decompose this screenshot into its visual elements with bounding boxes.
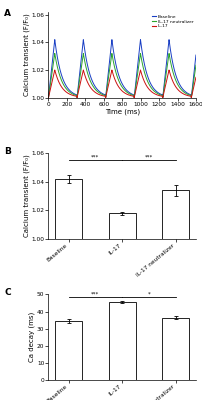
IL-17: [74, 94, 77, 98]
Baseline: [168, 43, 171, 48]
IL-17 neutralizer: [168, 55, 171, 60]
Text: A: A: [4, 8, 11, 18]
Line: Baseline: Baseline: [48, 40, 196, 98]
IL-17 neutralizer: [136, 76, 138, 81]
Bar: [162, 318, 189, 380]
Baseline: [74, 92, 77, 97]
Line: IL-17: IL-17: [48, 70, 196, 98]
Baseline: [104, 92, 106, 97]
Bar: [55, 321, 82, 380]
IL-17: [47, 95, 50, 100]
Legend: Baseline, IL-17 neutralizer, IL-17: Baseline, IL-17 neutralizer, IL-17: [152, 14, 194, 29]
Y-axis label: Calcium transient (F/F₀): Calcium transient (F/F₀): [23, 14, 30, 96]
Bar: [109, 302, 136, 380]
Bar: [162, 190, 189, 239]
IL-17 neutralizer: [74, 93, 77, 98]
Text: ***: ***: [91, 292, 100, 296]
Text: ***: ***: [91, 155, 100, 160]
Text: C: C: [4, 288, 11, 298]
Y-axis label: Ca decay (ms): Ca decay (ms): [29, 312, 35, 362]
Y-axis label: Calcium transient (F/F₀): Calcium transient (F/F₀): [23, 155, 30, 237]
IL-17 neutralizer: [54, 51, 56, 56]
Bar: [55, 179, 82, 239]
IL-17: [168, 70, 171, 75]
Baseline: [136, 70, 138, 74]
Baseline: [195, 53, 197, 58]
IL-17 neutralizer: [157, 92, 160, 96]
IL-17: [54, 68, 56, 72]
Baseline: [157, 90, 160, 95]
IL-17 neutralizer: [104, 93, 106, 98]
Baseline: [54, 37, 56, 42]
Line: IL-17 neutralizer: IL-17 neutralizer: [48, 54, 196, 98]
IL-17: [195, 75, 197, 80]
Text: *: *: [148, 292, 150, 296]
Bar: [109, 213, 136, 239]
Baseline: [143, 62, 146, 66]
IL-17: [157, 93, 160, 98]
IL-17: [143, 79, 146, 84]
Baseline: [47, 95, 50, 100]
IL-17 neutralizer: [143, 70, 146, 74]
Text: ***: ***: [145, 155, 153, 160]
IL-17: [136, 83, 138, 88]
IL-17 neutralizer: [47, 95, 50, 100]
Text: B: B: [4, 147, 11, 156]
X-axis label: Time (ms): Time (ms): [105, 108, 140, 115]
IL-17 neutralizer: [195, 63, 197, 68]
IL-17: [104, 94, 106, 99]
